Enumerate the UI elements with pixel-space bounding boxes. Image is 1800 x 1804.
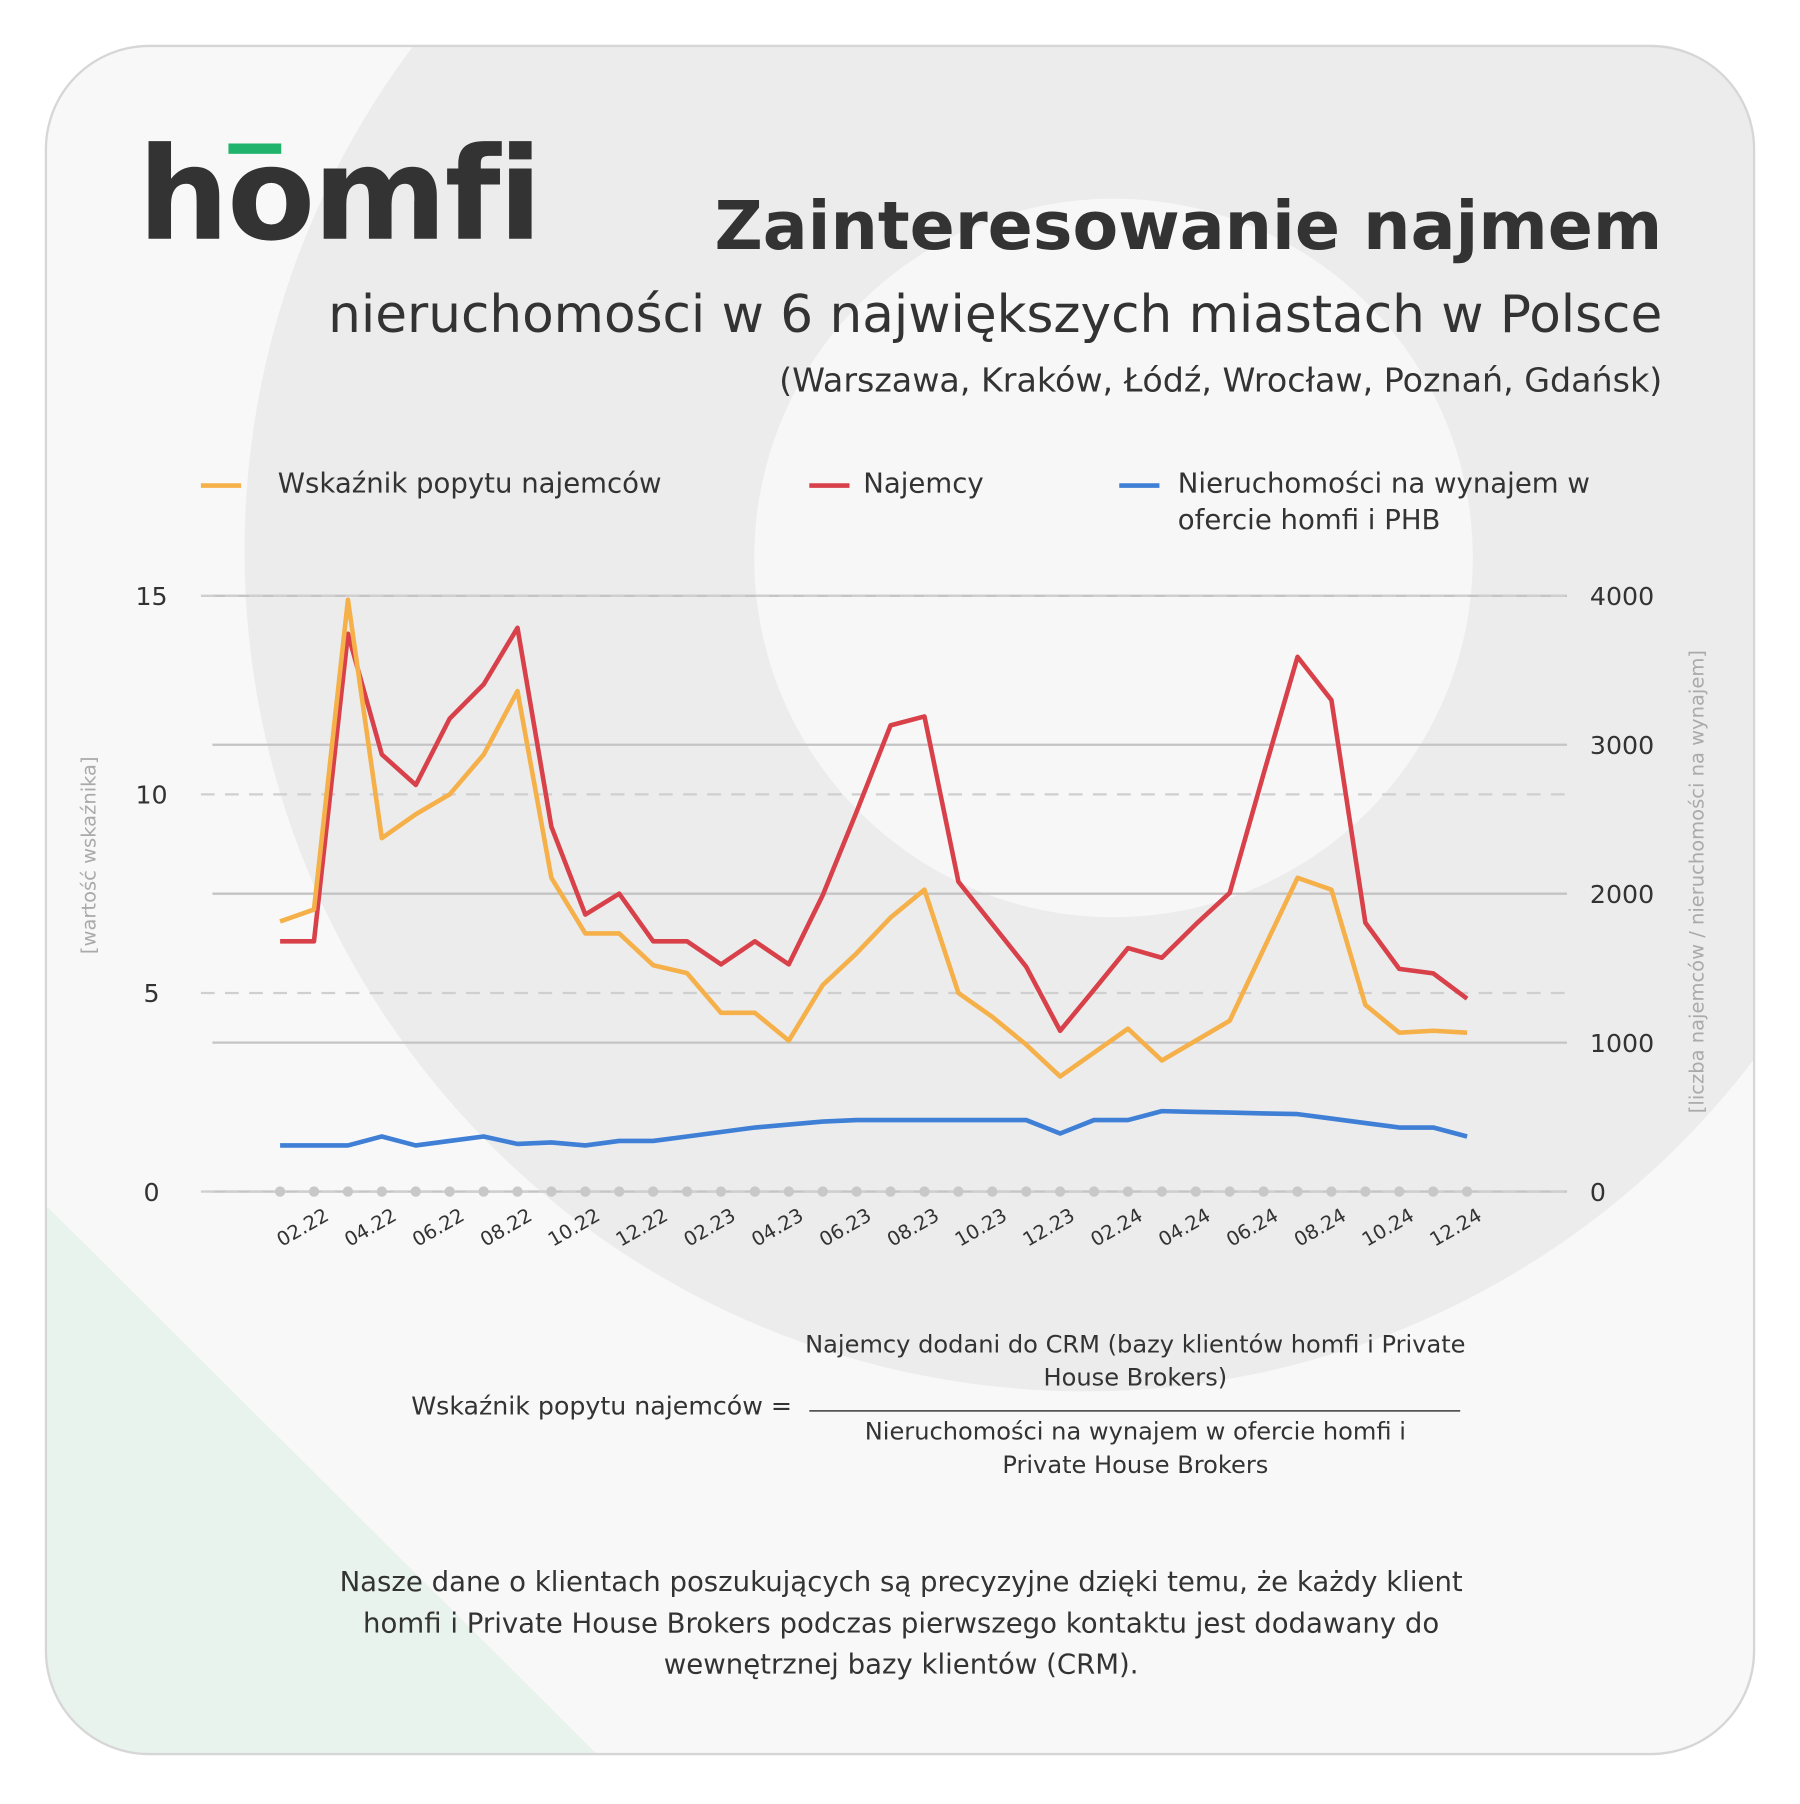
background [45,45,1755,1755]
legend-entry-box: Nieruchomości na wynajem w ofercie homfi… [1177,467,1590,537]
card-border [44,44,1756,1756]
x-tick-dot [376,1186,388,1197]
y2-tick-label: 4000 [1590,582,1654,611]
x-tick-dot [1461,1186,1473,1197]
y-tick-label: 15 [135,582,167,611]
x-tick-dot [851,1186,862,1197]
x-tick-dot [1224,1186,1235,1197]
series-line [280,625,1469,1034]
x-tick-dot [885,1186,896,1197]
inner-circle [754,198,1473,918]
x-tick-dot [749,1186,761,1197]
x-tick-dot [342,1186,354,1197]
x-tick-dot [546,1186,557,1197]
green-corner [45,1205,597,1755]
x-tick-dot [1088,1186,1100,1197]
legend-entry-box: Wskaźnik popytu najemców [277,467,662,500]
x-tick-dot [580,1186,591,1197]
logo-bar [228,143,282,154]
series-line [280,1108,1468,1148]
formula-denominator: Nieruchomości na wynajem w ofercie homfi… [864,1417,1406,1479]
x-tick-dot [1292,1186,1303,1197]
chart-subtitle: nieruchomości w 6 największych miastach … [328,285,1662,345]
x-tick-dot [478,1186,489,1197]
x-tick-dot [647,1186,659,1197]
x-tick-dot [681,1186,693,1197]
chart-subtitle-cities: (Warszawa, Kraków, Łódź, Wrocław, Poznań… [779,360,1662,399]
formula-numerator-box: Najemcy dodani do CRM (bazy klientów hom… [805,1330,1466,1392]
y-tick-label: 10 [135,781,167,810]
x-tick-dot [919,1186,930,1197]
x-tick-dot [953,1186,964,1197]
y-tick-label: 5 [143,979,159,1008]
x-tick-dot [1190,1186,1201,1197]
x-tick-dot [1394,1186,1405,1197]
legend-label: Nieruchomości na wynajem w ofercie homfi… [1177,467,1590,537]
legend-label: Najemcy [863,467,984,500]
x-tick-dot [274,1186,286,1197]
x-tick-dot [817,1186,828,1197]
legend-label: Wskaźnik popytu najemców [277,467,662,500]
y2-tick-label: 2000 [1590,880,1654,909]
x-tick-dot [1428,1186,1439,1197]
x-tick-dot [444,1186,455,1197]
x-tick-dot [1326,1186,1337,1197]
series-line [279,597,1468,1079]
y2-tick-label: 3000 [1590,731,1654,760]
chart-title: Zainteresowanie najmem [714,187,1662,265]
y-tick-label: 0 [143,1178,159,1207]
y2-tick-label: 1000 [1590,1029,1654,1058]
x-tick-dot [1054,1186,1066,1197]
x-tick-dot [1156,1186,1168,1197]
x-tick-dot [1021,1186,1032,1197]
x-tick-dot [1122,1186,1134,1197]
logo: homfi [138,121,540,270]
y2-tick-label: 0 [1590,1178,1606,1207]
y-axis-label: [wartość wskaźnika] [77,756,100,954]
x-tick-dot [715,1186,727,1197]
formula-numerator: Najemcy dodani do CRM (bazy klientów hom… [805,1330,1466,1392]
formula-denominator-box: Nieruchomości na wynajem w ofercie homfi… [864,1417,1406,1479]
y2-axis-label: [liczba najemców / nieruchomości na wyna… [1686,650,1709,1113]
formula-left: Wskaźnik popytu najemców = [411,1391,792,1420]
x-tick-dot [987,1186,998,1197]
legend-entry-box: Najemcy [863,467,984,500]
x-tick-dot [410,1186,421,1197]
x-tick-dot [512,1186,523,1197]
x-tick-dot [614,1186,625,1197]
x-tick-dot [1360,1186,1371,1197]
x-tick-dot [1258,1186,1269,1197]
x-tick-dot [783,1186,794,1197]
note: Nasze dane o klientach poszukujących są … [339,1565,1463,1681]
note-box: Nasze dane o klientach poszukujących są … [339,1565,1463,1681]
x-tick-dot [308,1186,320,1197]
